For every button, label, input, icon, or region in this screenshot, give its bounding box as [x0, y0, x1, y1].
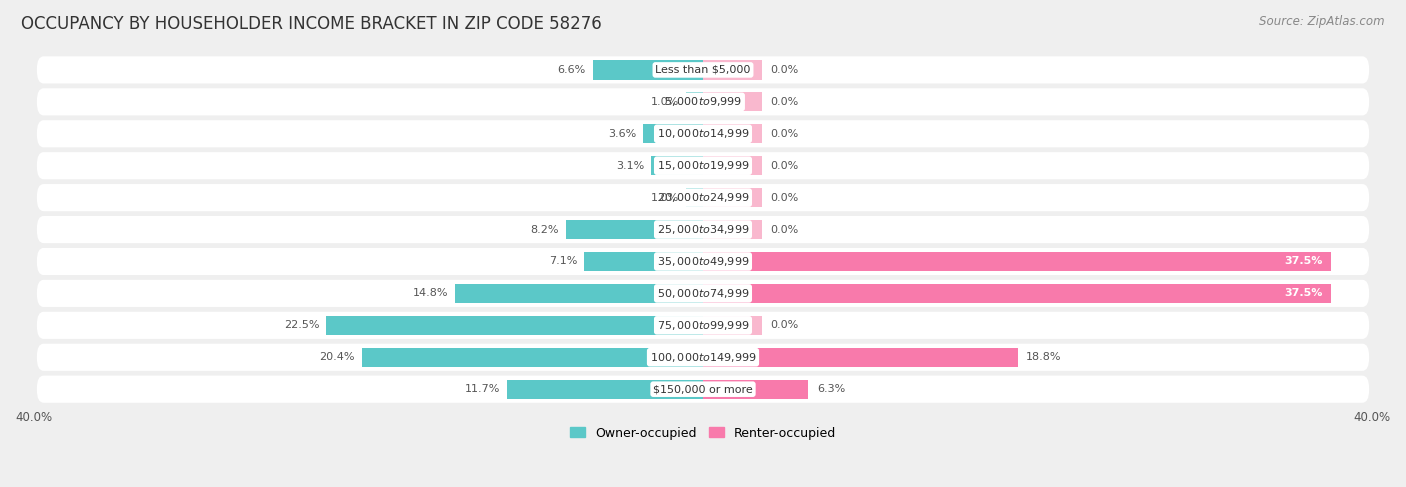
- Bar: [326, 316, 703, 335]
- Legend: Owner-occupied, Renter-occupied: Owner-occupied, Renter-occupied: [565, 422, 841, 445]
- Text: 0.0%: 0.0%: [770, 193, 799, 203]
- Text: 1.0%: 1.0%: [651, 97, 679, 107]
- Bar: [703, 188, 762, 207]
- Bar: [703, 92, 762, 112]
- Text: $20,000 to $24,999: $20,000 to $24,999: [657, 191, 749, 204]
- Bar: [703, 316, 762, 335]
- Text: $35,000 to $49,999: $35,000 to $49,999: [657, 255, 749, 268]
- Text: $100,000 to $149,999: $100,000 to $149,999: [650, 351, 756, 364]
- Bar: [703, 124, 762, 143]
- Bar: [456, 284, 703, 303]
- FancyBboxPatch shape: [37, 344, 1369, 371]
- Text: 7.1%: 7.1%: [550, 257, 578, 266]
- Bar: [565, 220, 703, 239]
- Text: 37.5%: 37.5%: [1284, 257, 1322, 266]
- Text: 0.0%: 0.0%: [770, 320, 799, 330]
- Text: Less than $5,000: Less than $5,000: [655, 65, 751, 75]
- Bar: [703, 156, 762, 175]
- Text: 8.2%: 8.2%: [530, 225, 560, 235]
- FancyBboxPatch shape: [37, 375, 1369, 403]
- Text: 3.1%: 3.1%: [616, 161, 644, 171]
- Text: $50,000 to $74,999: $50,000 to $74,999: [657, 287, 749, 300]
- FancyBboxPatch shape: [37, 120, 1369, 148]
- Bar: [508, 379, 703, 399]
- Text: 6.3%: 6.3%: [817, 384, 845, 394]
- FancyBboxPatch shape: [37, 56, 1369, 83]
- Bar: [651, 156, 703, 175]
- Text: $75,000 to $99,999: $75,000 to $99,999: [657, 319, 749, 332]
- Text: $25,000 to $34,999: $25,000 to $34,999: [657, 223, 749, 236]
- FancyBboxPatch shape: [37, 88, 1369, 115]
- Text: $10,000 to $14,999: $10,000 to $14,999: [657, 127, 749, 140]
- Text: 18.8%: 18.8%: [1026, 352, 1062, 362]
- Bar: [703, 220, 762, 239]
- Text: $150,000 or more: $150,000 or more: [654, 384, 752, 394]
- Text: 0.0%: 0.0%: [770, 129, 799, 139]
- Text: 22.5%: 22.5%: [284, 320, 319, 330]
- Text: $5,000 to $9,999: $5,000 to $9,999: [664, 95, 742, 108]
- Text: 3.6%: 3.6%: [607, 129, 636, 139]
- Bar: [686, 92, 703, 112]
- FancyBboxPatch shape: [37, 152, 1369, 179]
- Text: 0.0%: 0.0%: [770, 65, 799, 75]
- Text: 0.0%: 0.0%: [770, 97, 799, 107]
- FancyBboxPatch shape: [37, 184, 1369, 211]
- Text: 1.0%: 1.0%: [651, 193, 679, 203]
- Text: Source: ZipAtlas.com: Source: ZipAtlas.com: [1260, 15, 1385, 28]
- Bar: [592, 60, 703, 79]
- Text: OCCUPANCY BY HOUSEHOLDER INCOME BRACKET IN ZIP CODE 58276: OCCUPANCY BY HOUSEHOLDER INCOME BRACKET …: [21, 15, 602, 33]
- Text: 11.7%: 11.7%: [465, 384, 501, 394]
- Bar: [583, 252, 703, 271]
- Bar: [686, 188, 703, 207]
- Text: 0.0%: 0.0%: [770, 161, 799, 171]
- Bar: [703, 60, 762, 79]
- Text: 14.8%: 14.8%: [413, 288, 449, 299]
- Bar: [361, 348, 703, 367]
- Bar: [703, 348, 1018, 367]
- Text: 37.5%: 37.5%: [1284, 288, 1322, 299]
- Text: $15,000 to $19,999: $15,000 to $19,999: [657, 159, 749, 172]
- Text: 20.4%: 20.4%: [319, 352, 354, 362]
- Bar: [643, 124, 703, 143]
- Bar: [703, 379, 808, 399]
- FancyBboxPatch shape: [37, 216, 1369, 243]
- Bar: [703, 252, 1330, 271]
- FancyBboxPatch shape: [37, 280, 1369, 307]
- Bar: [703, 284, 1330, 303]
- FancyBboxPatch shape: [37, 248, 1369, 275]
- Text: 0.0%: 0.0%: [770, 225, 799, 235]
- Text: 6.6%: 6.6%: [558, 65, 586, 75]
- FancyBboxPatch shape: [37, 312, 1369, 339]
